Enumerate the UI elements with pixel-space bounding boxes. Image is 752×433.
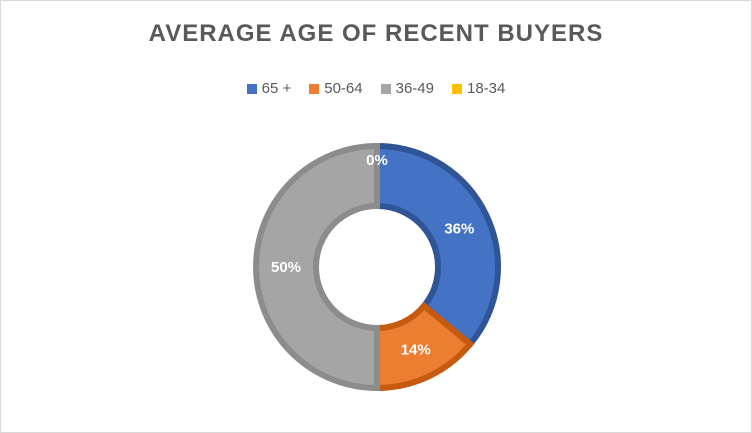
legend-entry-65plus: 65 + [246,80,292,97]
slice-65plus [374,142,501,349]
legend-entry-50-64: 50-64 [309,80,363,97]
legend-swatch [380,83,391,94]
chart-title: AVERAGE AGE OF RECENT BUYERS [148,20,604,47]
legend-label: 50-64 [324,80,363,97]
donut-slices [253,142,501,392]
data-label: 14% [401,341,431,358]
legend-swatch [246,83,257,94]
legend-swatch [452,83,462,94]
donut-labels: 36% 14% 50% 0% [271,152,474,358]
legend-swatch [309,83,320,94]
data-label: 0% [366,152,388,169]
legend-entry-18-34: 18-34 [452,80,505,97]
data-label: 36% [444,220,474,237]
legend-label: 36-49 [395,80,434,97]
legend-label: 18-34 [467,80,506,97]
data-label: 50% [271,259,301,276]
chart-legend: 65 + 50-64 36-49 18-34 [0,80,752,97]
legend-entry-36-49: 36-49 [380,80,434,97]
slice-36-49 [253,142,380,392]
legend-label: 65 + [261,80,292,97]
